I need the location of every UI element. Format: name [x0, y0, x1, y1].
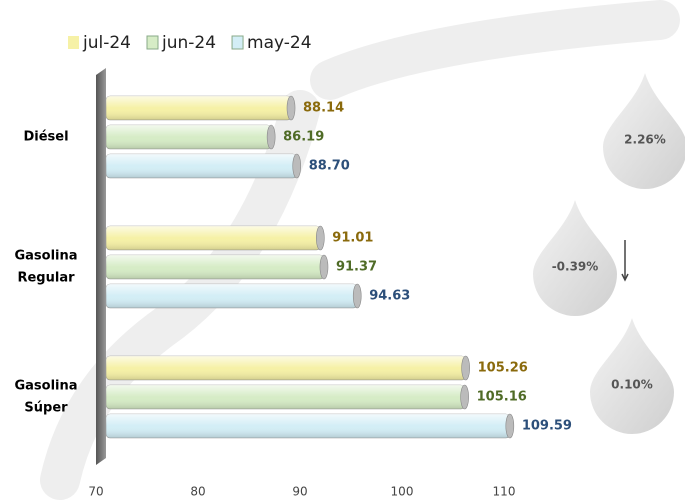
value-label: 88.70 [309, 159, 350, 174]
bar-cap [286, 95, 296, 121]
category-label: Diésel [23, 130, 68, 145]
drop [533, 200, 617, 316]
category-label: Gasolina [14, 379, 77, 394]
bar-cap [266, 124, 276, 150]
value-label: 86.19 [283, 130, 324, 145]
category-label: Gasolina [14, 249, 77, 264]
drop [590, 318, 674, 434]
bar-shade [106, 414, 510, 438]
background-pump [40, 0, 680, 500]
legend-swatch [68, 36, 79, 49]
category-label: Súper [24, 401, 68, 416]
legend-swatch [146, 35, 159, 50]
legend-label: may-24 [247, 33, 312, 53]
legend-label: jul-24 [82, 33, 131, 53]
bar-cap [352, 283, 362, 309]
value-label: 105.16 [477, 390, 527, 405]
bar-shade [106, 356, 466, 380]
percent-change: -0.39% [552, 260, 599, 274]
bar-shade [106, 154, 297, 178]
x-tick-label: 80 [190, 485, 205, 499]
percent-change: 0.10% [611, 378, 653, 392]
value-label: 91.37 [336, 260, 377, 275]
bar-cap [505, 413, 515, 439]
x-tick-label: 70 [88, 485, 103, 499]
axis-wall [96, 68, 106, 465]
trend-arrow-head [621, 273, 629, 282]
bar-cap [460, 384, 469, 410]
bar-cap [316, 225, 325, 251]
value-label: 88.14 [303, 101, 344, 116]
value-label: 91.01 [332, 231, 373, 246]
bar-cap [461, 355, 470, 381]
bar-shade [106, 125, 272, 149]
bar-shade [106, 96, 292, 120]
bar-shade [106, 226, 321, 250]
bar-cap [292, 153, 302, 179]
category-label: Regular [17, 271, 75, 286]
x-tick-label: 90 [292, 485, 307, 499]
bar-shade [106, 385, 465, 409]
bar-cap [319, 254, 329, 280]
value-label: 105.26 [478, 361, 528, 376]
x-tick-label: 110 [493, 485, 516, 499]
percent-change: 2.26% [624, 133, 666, 147]
bar-shade [106, 284, 358, 308]
legend-swatch [231, 35, 244, 50]
legend-label: jun-24 [161, 33, 216, 53]
bar-shade [106, 255, 324, 279]
value-label: 94.63 [369, 289, 410, 304]
drop [603, 73, 685, 189]
value-label: 109.59 [522, 419, 572, 434]
x-tick-label: 100 [391, 485, 414, 499]
